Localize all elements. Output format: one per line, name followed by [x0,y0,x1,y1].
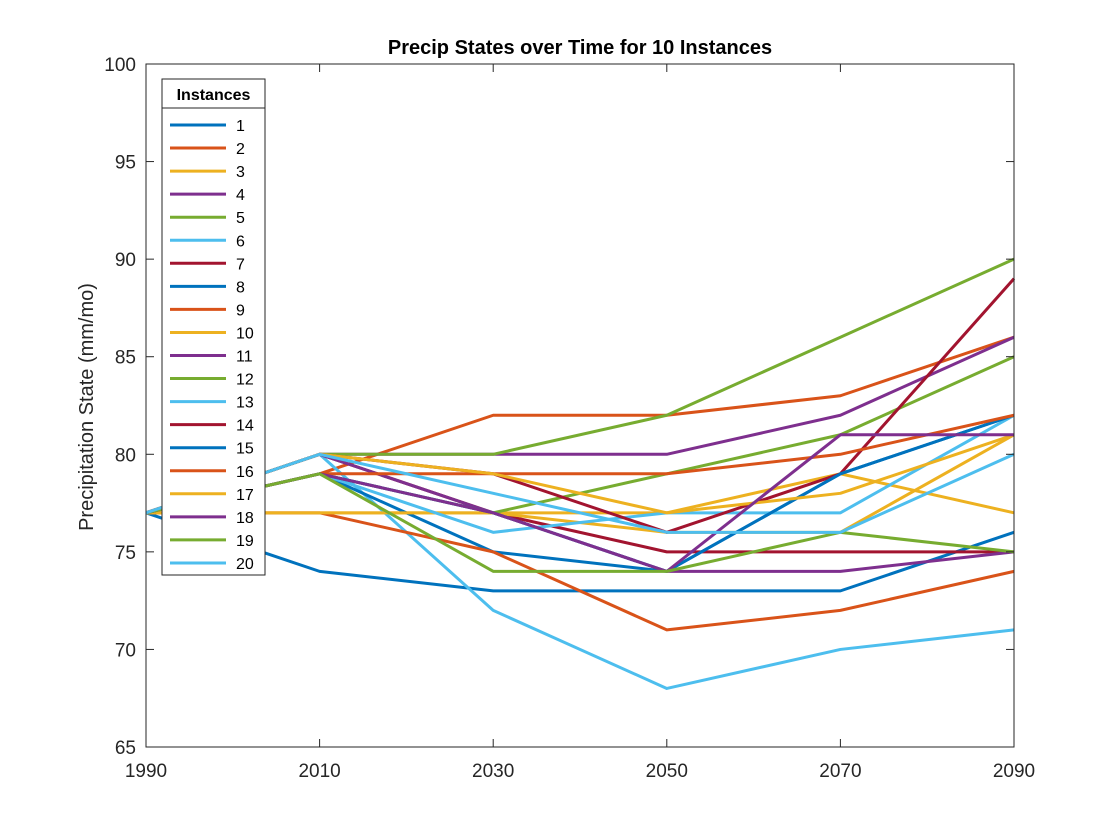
axes-box [145,63,1015,748]
legend-label: 15 [236,441,254,458]
legend-label: 1 [236,118,245,135]
legend-label: 5 [236,210,245,227]
legend-label: 7 [236,256,245,273]
legend-label: 16 [236,464,254,481]
x-tick-label: 2090 [993,761,1035,782]
legend-label: 2 [236,141,245,158]
legend-label: 10 [236,325,254,342]
y-axis-label: Precipitation State (mm/mo) [76,283,98,531]
legend-label: 14 [236,418,254,435]
legend-label: 8 [236,279,245,296]
x-tick-label: 2010 [298,761,340,782]
legend-label: 18 [236,510,254,527]
series-line-20 [145,452,1015,534]
x-tick-label: 2030 [472,761,514,782]
chart-title: Precip States over Time for 10 Instances [388,37,772,59]
x-tick-label: 2050 [646,761,688,782]
y-tick-label: 80 [115,445,136,466]
y-tick-label: 70 [115,640,136,661]
legend-label: 17 [236,487,254,504]
series-line-19 [145,472,1015,573]
legend-title: Instances [177,87,251,104]
legend-label: 19 [236,533,254,550]
legend-label: 20 [236,556,254,573]
series-line-16 [145,413,1015,515]
legend-label: 11 [236,349,253,366]
y-tick-label: 95 [115,153,136,174]
y-tick-label: 65 [115,738,136,759]
legend-label: 6 [236,233,245,250]
y-tick-label: 75 [115,543,136,564]
x-tick-label: 2070 [819,761,861,782]
legend-label: 12 [236,372,254,389]
legend-label: 9 [236,302,245,319]
legend-label: 13 [236,395,254,412]
y-tick-label: 85 [115,348,136,369]
plot-area: 1990 2010 2030 2050 2070 20906570758085909510… [104,55,1035,782]
legend-label: 4 [236,187,245,204]
y-tick-label: 90 [115,250,136,271]
legend-label: 3 [236,164,245,181]
y-tick-label: 100 [104,55,136,76]
x-tick-label: 1990 [125,761,167,782]
